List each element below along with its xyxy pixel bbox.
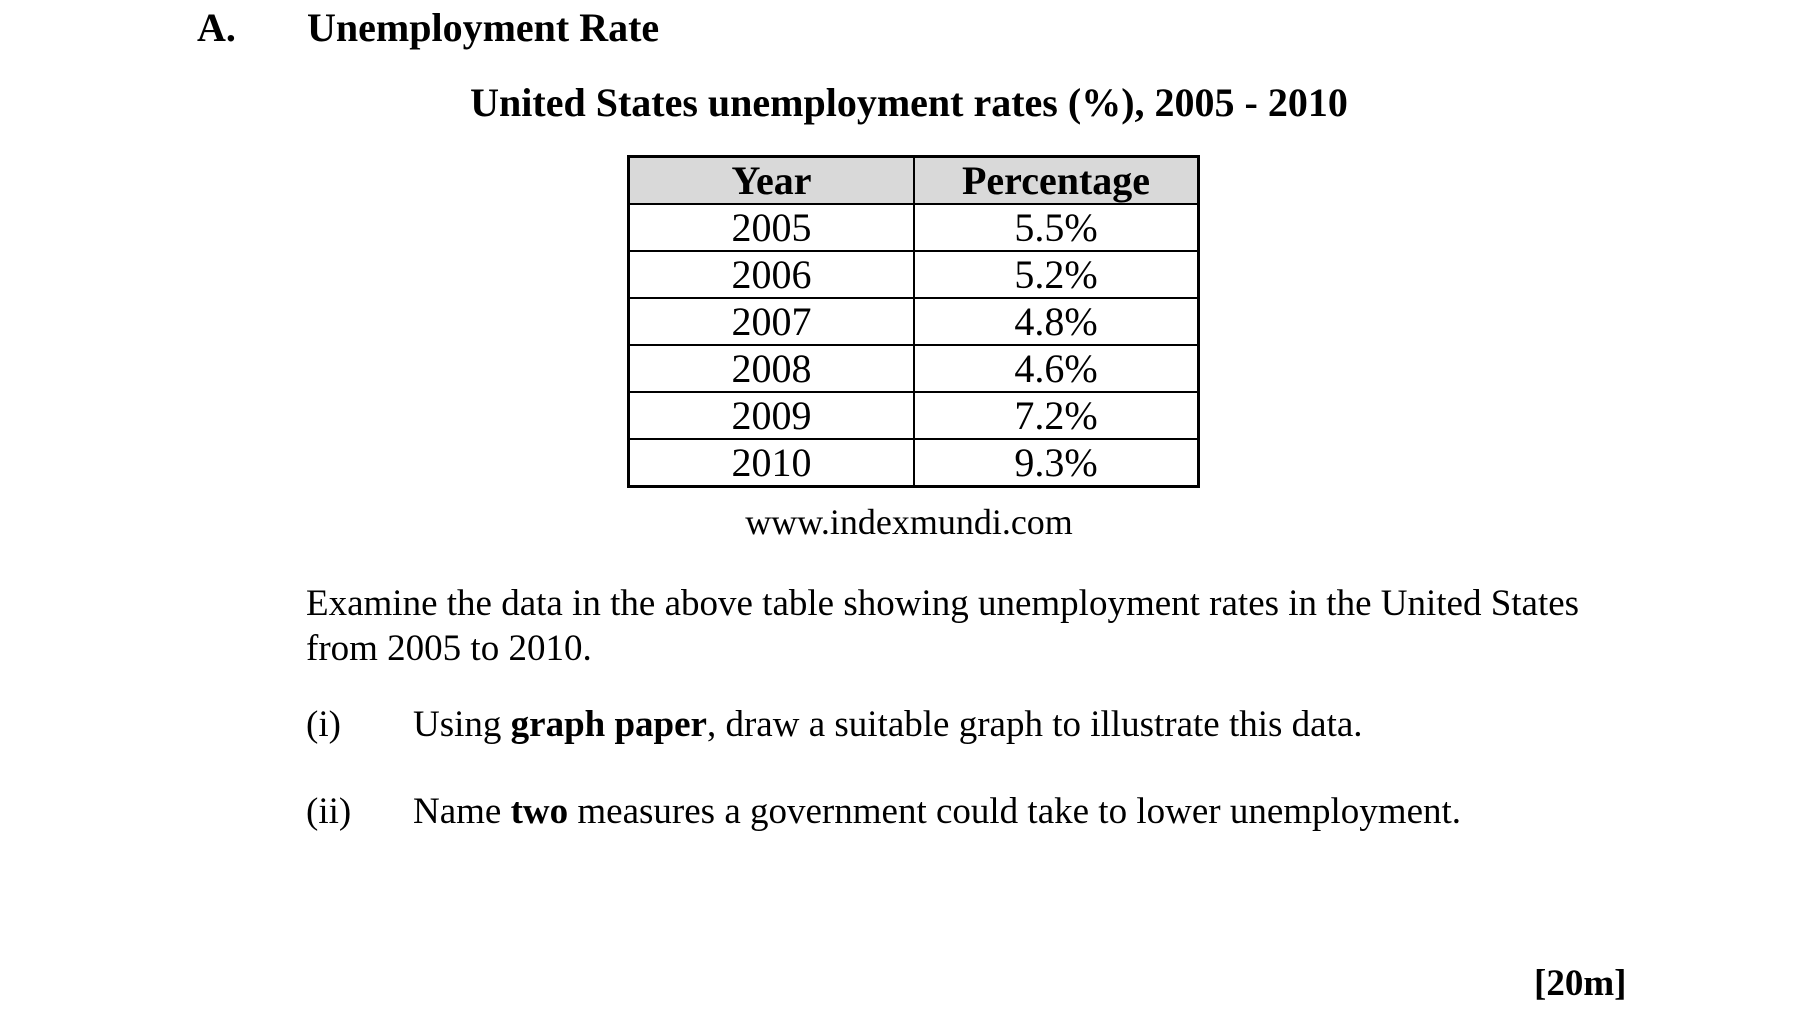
table-row: 2008 4.6% [627,344,1200,393]
bold-emphasis: graph paper [510,704,707,745]
instruction-paragraph: Examine the data in the above table show… [306,581,1579,671]
instruction-item-i: (i) Using graph paper, draw a suitable g… [306,702,1363,747]
table-title: United States unemployment rates (%), 20… [470,80,1348,125]
paragraph-line: from 2005 to 2010. [306,628,592,669]
item-text-pre: Name [413,791,511,832]
table-header-year: Year [627,155,915,205]
table-cell-percentage: 7.2% [913,391,1200,440]
table-cell-percentage: 4.8% [913,297,1200,346]
table-cell-percentage: 9.3% [913,438,1200,488]
table-cell-year: 2006 [627,250,915,299]
item-text-pre: Using [413,704,511,745]
table-header-percentage: Percentage [913,155,1200,205]
item-text: Name two measures a government could tak… [413,789,1461,834]
bold-emphasis: two [510,791,569,832]
table-row: 2005 5.5% [627,203,1200,252]
item-text: Using graph paper, draw a suitable graph… [413,702,1363,747]
table-row: 2006 5.2% [627,250,1200,299]
item-number: (i) [306,704,341,745]
table-cell-year: 2007 [627,297,915,346]
marks-badge: [20m] [1534,963,1627,1004]
item-text-post: measures a government could take to lowe… [568,791,1462,832]
table-cell-percentage: 5.5% [913,203,1200,252]
section-title: Unemployment Rate [307,5,660,50]
unemployment-table: Year Percentage 2005 5.5% 2006 5.2% 2007… [627,155,1200,488]
item-number: (ii) [306,791,352,832]
instruction-item-ii: (ii) Name two measures a government coul… [306,789,1461,834]
table-cell-year: 2010 [627,438,915,488]
section-heading: A. Unemployment Rate [197,4,659,52]
paragraph-line: Examine the data in the above table show… [306,583,1580,624]
table-cell-year: 2005 [627,203,915,252]
section-label: A. [197,5,236,50]
item-text-post: , draw a suitable graph to illustrate th… [706,704,1363,745]
table-source-caption: www.indexmundi.com [745,502,1073,542]
table-row: 2007 4.8% [627,297,1200,346]
table-cell-year: 2008 [627,344,915,393]
table-cell-percentage: 5.2% [913,250,1200,299]
table-row: 2009 7.2% [627,391,1200,440]
table-cell-year: 2009 [627,391,915,440]
table-cell-percentage: 4.6% [913,344,1200,393]
table-row: 2010 9.3% [627,438,1200,488]
table-header-row: Year Percentage [627,155,1200,205]
